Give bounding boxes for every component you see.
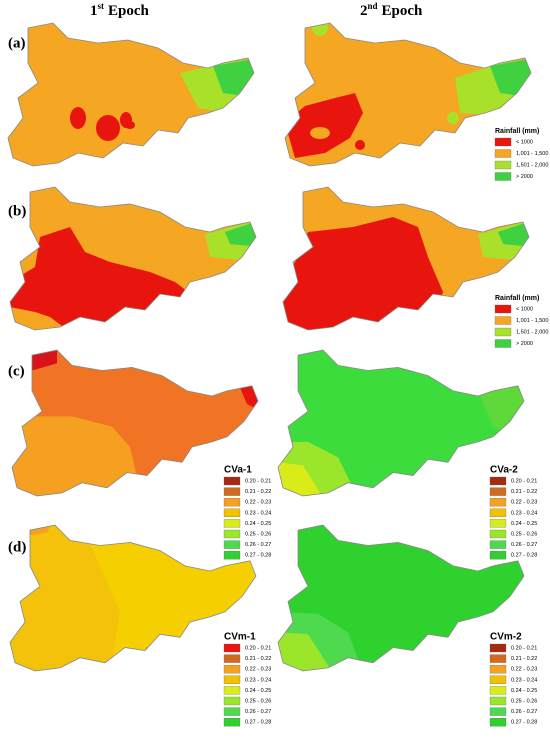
legend-label: > 2000 [516, 174, 533, 180]
legend-label: 0.26 - 0.27 [245, 542, 271, 548]
legend-swatch [223, 529, 241, 539]
legend-label: 0.24 - 0.25 [245, 688, 271, 694]
legend-label: 0.20 - 0.21 [245, 478, 271, 484]
legend-label: 0.22 - 0.23 [511, 667, 537, 673]
legend-label: 0.27 - 0.28 [511, 553, 537, 559]
legend-swatch [489, 476, 507, 486]
legend-swatch [494, 316, 512, 325]
legend-label: 0.27 - 0.28 [245, 553, 271, 559]
legend-swatch [223, 665, 241, 674]
legend-swatch [489, 654, 507, 663]
legend-swatch [223, 519, 241, 528]
legend-swatch [223, 540, 241, 549]
legend-swatch [494, 149, 512, 158]
legend-swatch [223, 718, 241, 727]
legend-label: 0.25 - 0.26 [245, 531, 271, 537]
legend-swatch [494, 327, 512, 337]
legend-swatch [489, 707, 507, 716]
map [284, 22, 532, 167]
legend-label: 0.22 - 0.23 [511, 500, 537, 506]
row-label: (a) [8, 35, 26, 51]
legend-label: 0.25 - 0.26 [511, 698, 537, 704]
legend-swatch [489, 643, 507, 653]
legend-label: 1,001 - 1,500 [516, 318, 548, 324]
legend-swatch [494, 137, 512, 147]
legend-swatch [223, 643, 241, 653]
legend-swatch [489, 487, 507, 496]
legend-swatch [223, 696, 241, 706]
legend-swatch [494, 339, 512, 348]
legend-label: 0.27 - 0.28 [245, 720, 271, 726]
legend-swatch [489, 498, 507, 507]
legend-swatch [489, 540, 507, 549]
legend-label: < 1000 [516, 306, 533, 312]
legend-title: CVm-2 [490, 632, 522, 643]
legend-label: 0.22 - 0.23 [245, 500, 271, 506]
legend-swatch [223, 551, 241, 560]
legend-label: 0.26 - 0.27 [511, 542, 537, 548]
legend-label: 0.23 - 0.24 [245, 677, 271, 683]
legend-swatch [494, 304, 512, 314]
legends: Rainfall (mm) < 1000 1,001 - 1,500 1,501 - … [223, 128, 548, 727]
map [7, 22, 255, 167]
legend-swatch [223, 707, 241, 716]
row-label: (d) [8, 539, 26, 555]
legend-label: 0.23 - 0.24 [511, 510, 537, 516]
legend-swatch [223, 487, 241, 496]
legend-label: 0.20 - 0.21 [245, 645, 271, 651]
legend-swatch [223, 675, 241, 684]
legend-label: < 1000 [516, 139, 533, 145]
legend-swatch [489, 508, 507, 517]
legend-label: 0.23 - 0.24 [511, 677, 537, 683]
legend-swatch [494, 172, 512, 181]
legend-title: Rainfall (mm) [495, 128, 539, 135]
column-header: 1st Epoch [90, 1, 150, 19]
legend-label: 0.26 - 0.27 [245, 709, 271, 715]
legend-swatch [223, 476, 241, 486]
legend-label: 0.20 - 0.21 [511, 645, 537, 651]
legend-title: CVa-2 [490, 465, 518, 476]
legend-swatch [223, 498, 241, 507]
legend-swatch [489, 551, 507, 560]
map [9, 186, 257, 331]
legend-swatch [223, 508, 241, 517]
legend-label: 0.22 - 0.23 [245, 667, 271, 673]
legend-swatch [489, 696, 507, 706]
legend-label: 0.21 - 0.22 [245, 489, 271, 495]
legend-label: 0.25 - 0.26 [511, 531, 537, 537]
legend-label: 0.21 - 0.22 [511, 489, 537, 495]
legend-label: 0.26 - 0.27 [511, 709, 537, 715]
legend-title: CVm-1 [224, 632, 256, 643]
legend-label: > 2000 [516, 341, 533, 347]
legend-swatch [489, 529, 507, 539]
legend-label: 0.27 - 0.28 [511, 720, 537, 726]
row-label: (b) [8, 203, 26, 219]
legend-label: 0.21 - 0.22 [245, 656, 271, 662]
map [9, 524, 257, 672]
legend-label: 0.21 - 0.22 [511, 656, 537, 662]
legend-label: 0.24 - 0.25 [511, 688, 537, 694]
legend-swatch [489, 718, 507, 727]
legend-label: 1,501 - 2,000 [516, 162, 548, 168]
legend-title: Rainfall (mm) [495, 295, 539, 302]
row-label: (c) [8, 363, 25, 379]
legend-swatch [489, 675, 507, 684]
column-header: 2nd Epoch [360, 1, 423, 19]
legend-swatch [223, 686, 241, 695]
legend-swatch [489, 519, 507, 528]
legend-swatch [489, 686, 507, 695]
legend-swatch [223, 654, 241, 663]
legend-label: 0.20 - 0.21 [511, 478, 537, 484]
legend-label: 1,501 - 2,000 [516, 329, 548, 335]
legend-label: 0.23 - 0.24 [245, 510, 271, 516]
legend-label: 0.24 - 0.25 [245, 521, 271, 527]
legend-label: 0.25 - 0.26 [245, 698, 271, 704]
legend-label: 0.24 - 0.25 [511, 521, 537, 527]
legend-swatch [489, 665, 507, 674]
legend-label: 1,001 - 1,500 [516, 151, 548, 157]
legend-title: CVa-1 [224, 465, 252, 476]
legend-swatch [494, 160, 512, 170]
